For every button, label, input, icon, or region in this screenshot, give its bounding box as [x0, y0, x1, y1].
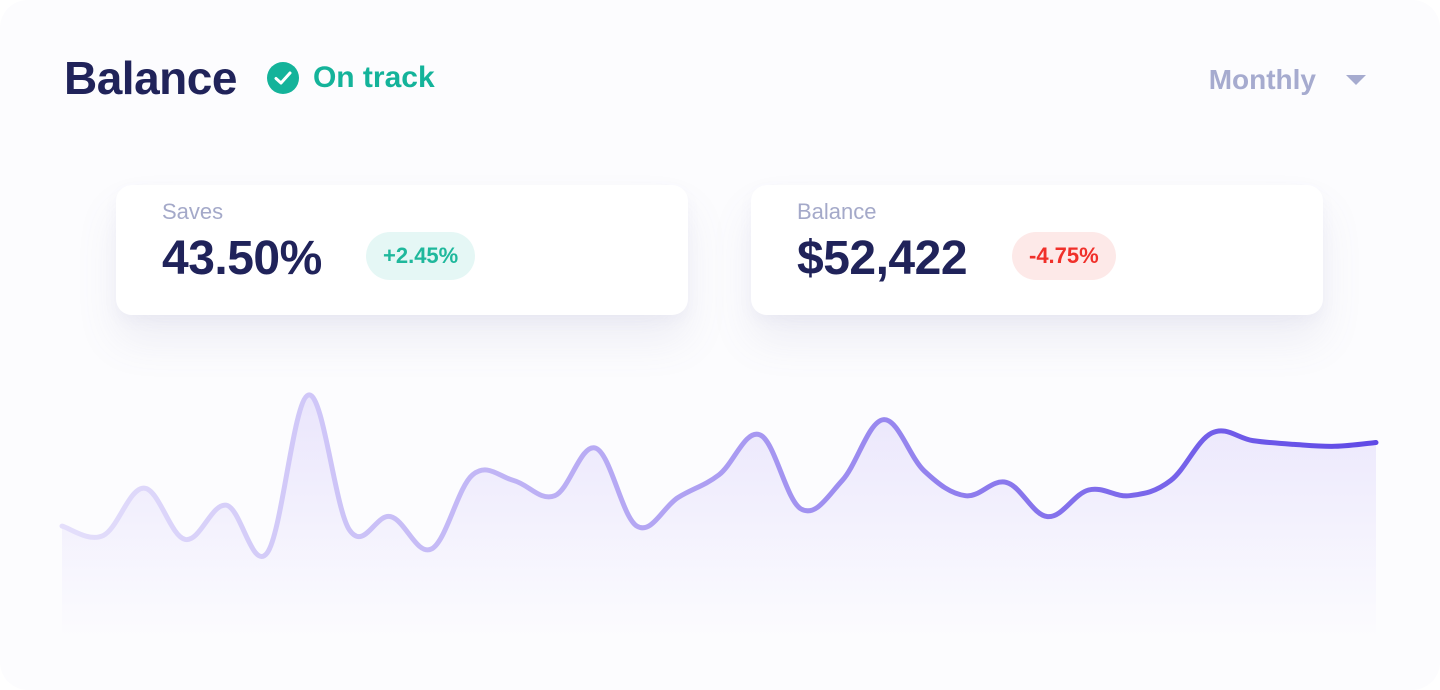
- balance-stat-card: Balance $52,422 -4.75%: [751, 185, 1323, 315]
- chart-data-point: [921, 468, 927, 474]
- chart-data-point: [1003, 479, 1009, 485]
- chart-data-point: [1291, 441, 1297, 447]
- saves-change-badge: +2.45%: [366, 232, 476, 280]
- chart-series-line: [59, 392, 1379, 559]
- status-label: On track: [312, 61, 435, 94]
- balance-caption: Balance: [797, 199, 877, 224]
- chart-data-point: [429, 546, 435, 552]
- balance-value: $52,422: [797, 232, 968, 285]
- chart-data-point: [1250, 438, 1256, 444]
- chart-data-point: [839, 478, 845, 484]
- chart-data-point: [470, 472, 476, 478]
- check-circle-icon: [266, 62, 299, 94]
- chart-data-point: [1045, 514, 1051, 520]
- status-indicator: On track: [266, 61, 435, 95]
- chart-data-point: [141, 485, 147, 491]
- period-selected-label: Monthly: [1208, 64, 1316, 95]
- chart-data-point: [880, 417, 886, 423]
- chart-data-point: [962, 493, 968, 499]
- chart-data-point: [182, 536, 188, 542]
- chart-data-point: [388, 514, 394, 520]
- saves-caption: Saves: [162, 199, 224, 224]
- card-header: Balance On track: [64, 48, 435, 108]
- chart-data-point: [511, 478, 517, 484]
- chart-data-point: [757, 432, 763, 438]
- caret-down-icon: [1346, 75, 1366, 85]
- chart-data-point: [634, 523, 640, 529]
- period-dropdown[interactable]: Monthly: [1209, 64, 1366, 96]
- chart-data-point: [346, 527, 352, 533]
- chart-data-point: [716, 472, 722, 478]
- chart-data-point: [798, 506, 804, 512]
- chart-data-point: [1086, 487, 1092, 493]
- chart-data-point: [1168, 478, 1174, 484]
- chart-data-point: [675, 495, 681, 501]
- saves-stat-card: Saves 43.50% +2.45%: [116, 185, 688, 315]
- chart-data-point: [1373, 440, 1379, 446]
- chart-data-point: [552, 493, 558, 499]
- chart-data-point: [223, 502, 229, 508]
- balance-change-badge: -4.75%: [1012, 232, 1116, 280]
- chart-area-fill: [62, 394, 1376, 640]
- chart-data-point: [1209, 430, 1215, 436]
- card-title: Balance: [64, 52, 237, 104]
- chart-data-point: [593, 445, 599, 451]
- chart-data-point: [59, 523, 65, 529]
- chart-data-point: [1127, 493, 1133, 499]
- chart-data-point: [264, 550, 270, 556]
- chart-data-point: [100, 533, 106, 539]
- chart-data-point: [1332, 443, 1338, 449]
- saves-value: 43.50%: [162, 232, 322, 285]
- chart-data-point: [305, 392, 311, 398]
